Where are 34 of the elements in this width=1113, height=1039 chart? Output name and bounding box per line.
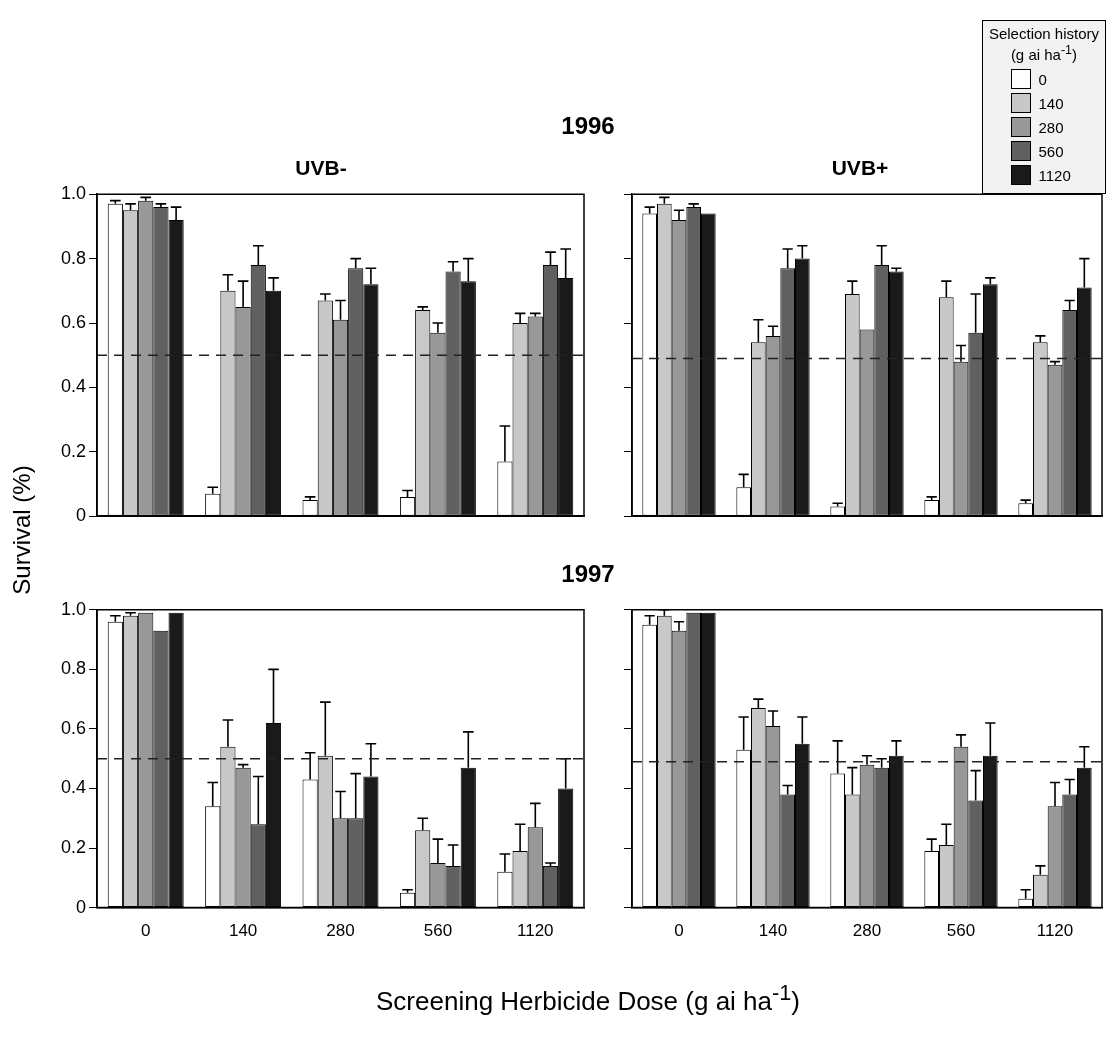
x-tick-label: 560 bbox=[423, 921, 453, 941]
y-tick-label: 0.6 bbox=[60, 311, 87, 332]
y-tick-label: 1.0 bbox=[60, 598, 87, 619]
legend-label: 280 bbox=[1038, 118, 1065, 136]
chart-title: UVB- bbox=[295, 156, 347, 180]
x-tick-label: 1120 bbox=[517, 921, 554, 941]
legend-title: Selection history (g ai ha$^{-1}$) bbox=[988, 25, 1099, 63]
legend-label: 1120 bbox=[1038, 166, 1072, 184]
y-tick-label: 0.4 bbox=[60, 777, 87, 798]
text: 1997 bbox=[561, 560, 615, 588]
x-tick-label: 560 bbox=[946, 921, 976, 941]
y-tick-label: 0.4 bbox=[60, 376, 87, 397]
y-tick-label: 0.2 bbox=[60, 837, 87, 858]
text: 1996 bbox=[561, 112, 615, 140]
y-tick-label: 0 bbox=[76, 505, 87, 526]
legend-label: 0 bbox=[1038, 70, 1048, 88]
legend-label: 140 bbox=[1038, 94, 1065, 112]
y-tick-label: 0.2 bbox=[60, 440, 87, 461]
y-tick-label: 0 bbox=[76, 896, 87, 917]
x-tick-label: 140 bbox=[758, 921, 788, 941]
chart-title: UVB+ bbox=[831, 156, 889, 180]
x-tick-label: 0 bbox=[140, 921, 151, 941]
x-tick-label: 0 bbox=[674, 921, 684, 941]
x-axis-title: Screening Herbicide Dose (g ai ha$^{-1}$) bbox=[376, 980, 800, 1017]
y-tick-label: 0.8 bbox=[60, 658, 87, 679]
y-tick-label: 1.0 bbox=[60, 183, 87, 204]
x-tick-label: 140 bbox=[228, 921, 258, 941]
y-tick-label: 0.8 bbox=[60, 247, 87, 268]
y-tick-label: 0.6 bbox=[60, 717, 87, 738]
x-tick-label: 280 bbox=[326, 921, 355, 941]
x-tick-label: 280 bbox=[852, 921, 882, 941]
x-tick-label: 1120 bbox=[1036, 921, 1074, 941]
y-axis-title: Survival (%) bbox=[8, 465, 36, 595]
legend-label: 560 bbox=[1038, 142, 1065, 160]
